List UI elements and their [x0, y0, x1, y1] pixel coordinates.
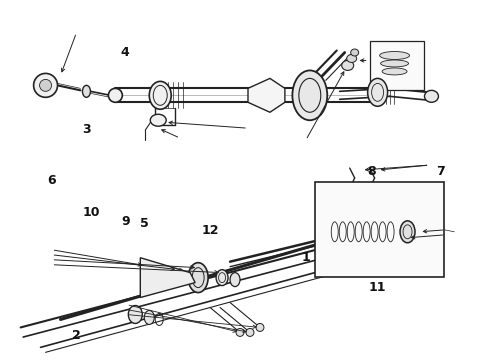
- Ellipse shape: [424, 90, 439, 102]
- Ellipse shape: [381, 60, 409, 67]
- Ellipse shape: [335, 208, 375, 258]
- Ellipse shape: [108, 88, 122, 102]
- Ellipse shape: [128, 306, 142, 323]
- Text: 6: 6: [48, 174, 56, 186]
- Text: 5: 5: [141, 216, 149, 230]
- Text: 7: 7: [436, 165, 445, 177]
- Ellipse shape: [400, 221, 415, 243]
- Text: 9: 9: [121, 215, 129, 228]
- Text: 11: 11: [368, 281, 386, 294]
- Ellipse shape: [347, 54, 357, 62]
- Ellipse shape: [342, 60, 354, 71]
- Bar: [369, 41, 424, 90]
- Ellipse shape: [230, 273, 240, 287]
- Circle shape: [246, 328, 254, 336]
- Ellipse shape: [380, 51, 410, 59]
- Polygon shape: [248, 78, 285, 112]
- Ellipse shape: [382, 68, 407, 75]
- Text: 3: 3: [82, 123, 91, 136]
- Circle shape: [236, 328, 244, 336]
- Polygon shape: [140, 258, 195, 298]
- Ellipse shape: [82, 85, 91, 97]
- Ellipse shape: [188, 263, 208, 293]
- Ellipse shape: [144, 310, 154, 324]
- Text: 4: 4: [121, 46, 130, 59]
- Text: 8: 8: [368, 165, 376, 177]
- Ellipse shape: [216, 270, 228, 285]
- Ellipse shape: [368, 78, 388, 106]
- Circle shape: [40, 80, 51, 91]
- Text: 10: 10: [82, 206, 100, 219]
- Text: 12: 12: [202, 224, 220, 237]
- Text: 2: 2: [72, 329, 81, 342]
- Ellipse shape: [149, 81, 171, 109]
- Circle shape: [256, 323, 264, 332]
- Ellipse shape: [351, 49, 359, 56]
- Bar: [315, 182, 444, 276]
- Text: 1: 1: [302, 251, 311, 264]
- Ellipse shape: [150, 114, 166, 126]
- Ellipse shape: [293, 71, 327, 120]
- Circle shape: [34, 73, 57, 97]
